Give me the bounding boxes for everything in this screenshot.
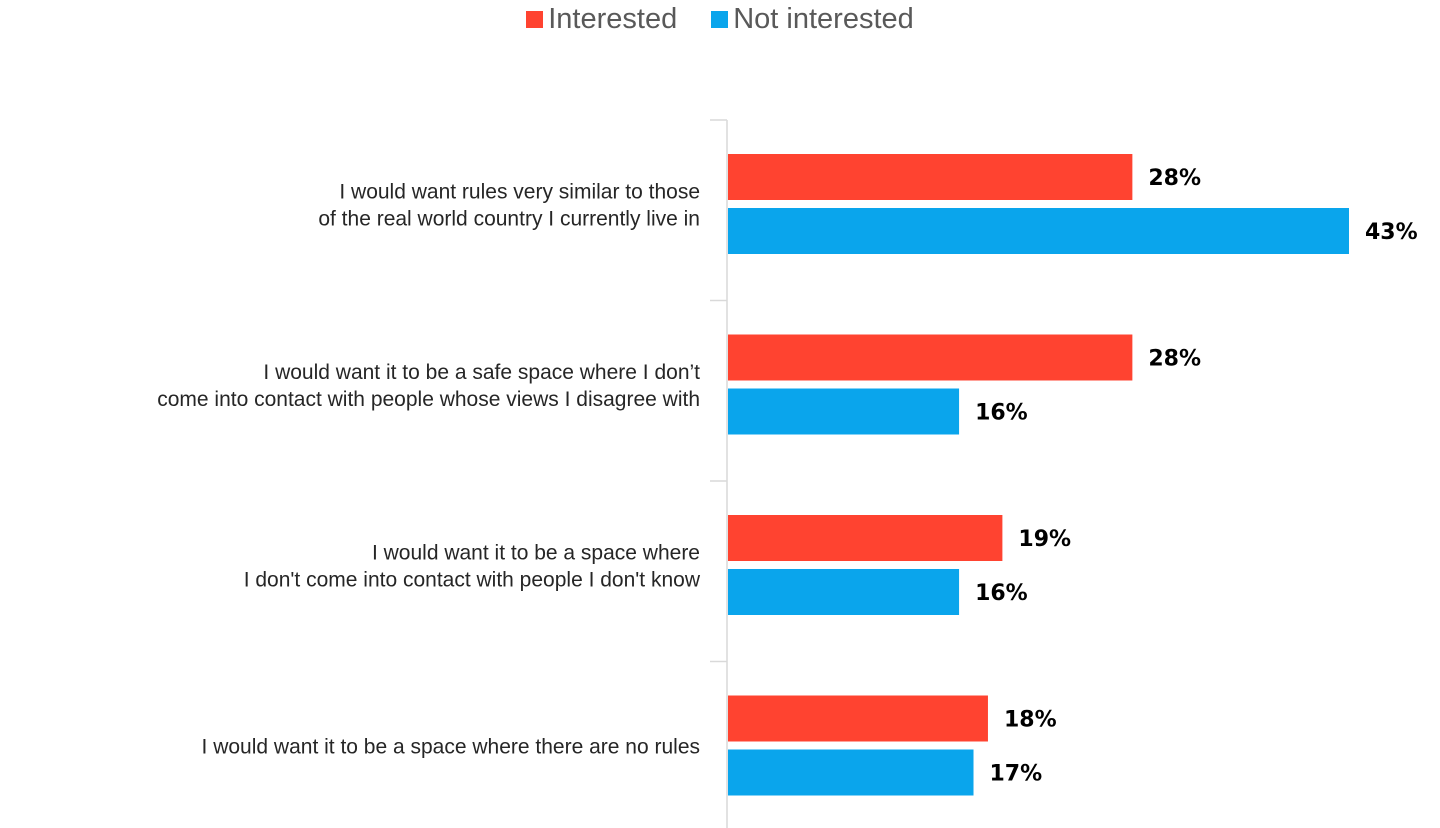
bar-interested: [728, 154, 1132, 200]
category-label: I would want it to be a space where: [372, 542, 700, 565]
category-label: I would want rules very similar to those: [339, 181, 700, 204]
data-label: 28%: [1148, 347, 1201, 372]
data-label: 43%: [1365, 220, 1418, 245]
bar-not-interested: [728, 389, 959, 435]
category-label: of the real world country I currently li…: [318, 208, 700, 231]
bar-interested: [728, 335, 1132, 381]
bar-not-interested: [728, 208, 1349, 254]
data-label: 18%: [1004, 708, 1057, 733]
category-label: come into contact with people whose view…: [157, 388, 700, 411]
bar-not-interested: [728, 750, 974, 796]
data-label: 16%: [975, 401, 1028, 426]
bar-interested: [728, 515, 1002, 561]
category-label: I don't come into contact with people I …: [244, 569, 701, 592]
bar-not-interested: [728, 569, 959, 615]
data-label: 17%: [990, 762, 1043, 787]
bar-interested: [728, 696, 988, 742]
category-label: I would want it to be a safe space where…: [263, 361, 700, 384]
data-label: 19%: [1018, 527, 1071, 552]
data-label: 28%: [1148, 166, 1201, 191]
category-label: I would want it to be a space where ther…: [202, 736, 700, 759]
data-label: 16%: [975, 581, 1028, 606]
